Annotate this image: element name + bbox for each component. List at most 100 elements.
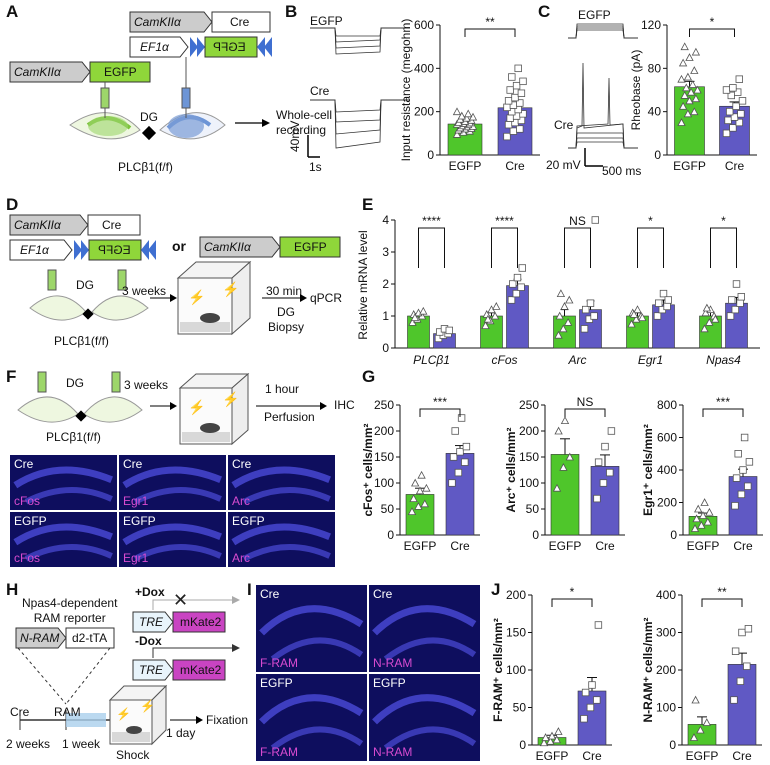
egfp-point-triangle [678,58,688,67]
promoter-arrow [9,61,91,83]
egfp-point-triangle [541,733,550,741]
duration-label: 3 weeks [124,378,169,392]
egfp-point-triangle [563,318,573,326]
panel-label-f: F [6,367,17,386]
egfp-point-triangle [560,302,569,310]
egfp-point-triangle [457,111,466,120]
cre-point-square [736,677,745,685]
cre-point-square [512,289,520,298]
arrow-line [152,599,235,610]
i-micrograph: EGFP N-RAM [369,674,480,761]
ef1a-label: EF1α [20,243,49,257]
y-tick-label: 100 [374,476,394,490]
cre-point-square [504,120,513,129]
arrow-head-icon [232,596,240,604]
trace-line [310,99,410,149]
promoter-label: CamKIIα [204,240,251,254]
chamber-side [151,684,167,746]
egfp-point-triangle [711,314,720,323]
cre-point-square [744,482,752,490]
egfp-point-triangle [629,310,639,318]
timeline-label: 2 weeks [6,737,51,751]
micrograph-group-label: Cre [232,457,252,471]
i-micrograph: EGFP F-RAM [256,674,367,761]
y-tick-label: 0 [427,148,434,162]
y-axis-label: Input resistance (megohm) [399,19,413,162]
panel-d-schematic: ⚡ ⚡ [9,214,341,336]
panel-label-e: E [362,195,374,214]
duration-label: 1 hour [265,382,300,396]
cre-point-square [599,479,608,487]
cre-point-square [724,116,732,125]
egfp-point-triangle [546,736,555,745]
significance-bracket [464,28,516,37]
egfp-point-triangle [415,486,425,495]
timeline-label: RAM [54,705,81,719]
cre-point-square [504,97,513,105]
cre-point-square [516,125,524,133]
cre-point-square [588,681,596,689]
x-tick-label: Cre [595,539,615,553]
micrograph-group-label: Cre [14,457,34,471]
cre-point-square [738,628,746,637]
arrow-head-icon [300,294,307,302]
cre-point-square [734,450,742,458]
cre-label: Cre [230,15,250,29]
lox-icon [141,240,149,260]
promoter-label: CamKIIα [134,15,181,29]
trace-line [568,23,638,39]
significance-bracket [418,227,445,268]
trace-line [310,27,410,55]
mouse-icon [126,726,142,734]
egfp-point-triangle [452,130,462,138]
significance-label: **** [422,214,441,228]
egfp-point-triangle [464,109,473,118]
y-tick-label: 300 [656,626,676,640]
egfp-point-triangle [683,109,693,118]
f-micrograph: Cre Arc [228,455,335,510]
cre-point-square [449,453,458,461]
micrograph-group-label: EGFP [123,514,156,528]
svg-text:⚡: ⚡ [116,707,131,721]
significance-label: * [648,214,653,228]
bar [687,724,717,746]
mouse-icon [200,423,220,433]
lox-icon [190,37,198,57]
scale-y-label: 20 mV [546,158,581,172]
cre-point-square [508,73,516,81]
promoter-arrow [129,36,189,58]
cre-point-square [664,296,672,304]
cre-point-square [506,86,514,94]
egfp-point-triangle [422,483,431,492]
cre-point-square [739,466,747,474]
y-tick-label: 3 [382,245,389,259]
x-tick-label: EGFP [686,749,719,763]
x-tick-label: Cre [450,539,470,553]
cre-point-square [737,110,745,118]
y-tick-label: 120 [641,18,661,32]
arrow-line [152,647,235,658]
cre-point-square [732,280,741,288]
y-axis-label: Arc⁺ cells/mm² [504,427,518,512]
cre-point-square [743,662,751,670]
biopsy-label: DG Biopsy [268,305,305,334]
y-tick-label: 800 [657,398,677,412]
micrograph-stain-label: cFos [14,494,41,508]
cre-point-square [732,474,741,482]
mouse-icon [200,313,220,323]
f-micrograph: Cre cFos [10,455,117,510]
y-tick-label: 100 [506,663,526,677]
cre-point-square [606,468,614,477]
cre-point-square [737,490,746,499]
y-axis-label: F-RAM⁺ cells/mm² [491,618,505,722]
egfp-point-triangle [703,517,712,526]
cre-point-square [509,127,518,135]
significance-bracket [564,227,591,268]
svg-text:✕: ✕ [173,590,188,610]
egfp-point-triangle [554,330,563,339]
cre-point-square [722,86,731,94]
readout-label: Fixation [206,713,249,727]
cre-point-square [512,81,521,90]
x-tick-label: Cre [732,749,752,763]
bar [727,664,757,746]
